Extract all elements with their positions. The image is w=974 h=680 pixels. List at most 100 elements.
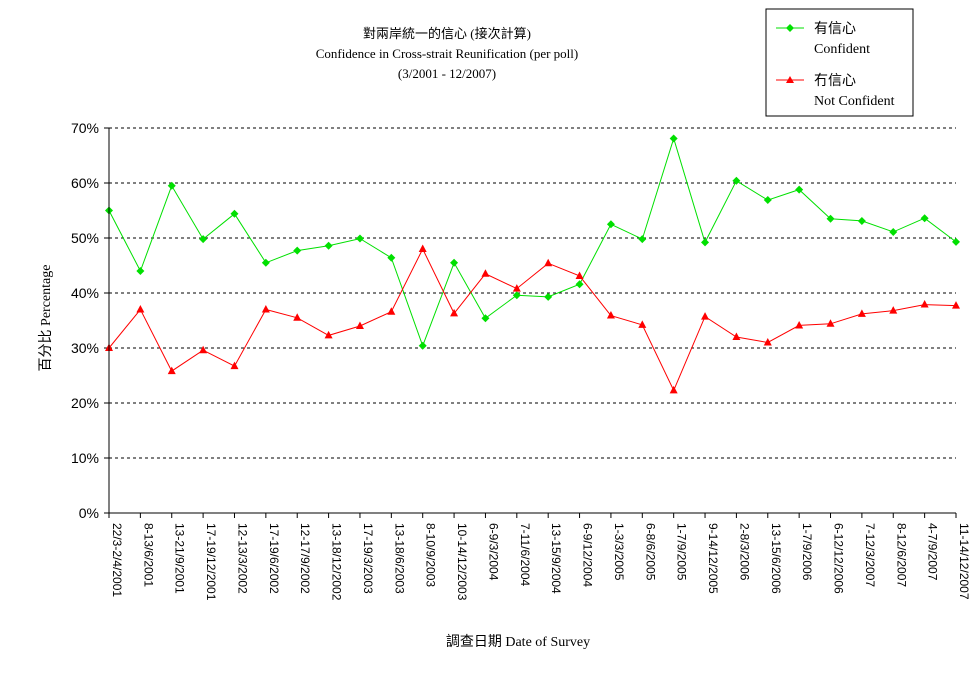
data-point	[544, 258, 553, 267]
x-tick-label: 6-8/6/2005	[643, 523, 657, 581]
legend-not-confident-label-en: Not Confident	[814, 94, 895, 109]
y-tick-label: 0%	[79, 505, 99, 521]
x-tick-label: 7-11/6/2004	[518, 523, 532, 586]
x-tick-label: 6-9/12/2004	[581, 523, 595, 587]
data-point	[199, 235, 208, 244]
x-tick-label: 8-13/6/2001	[141, 523, 155, 587]
x-tick-label: 13-18/6/2003	[392, 523, 406, 594]
data-point	[763, 196, 772, 205]
x-axis-title: 調查日期 Date of Survey	[446, 634, 590, 650]
legend-confident-marker	[786, 24, 794, 32]
data-point	[261, 305, 270, 313]
x-tick-label: 7-12/3/2007	[863, 523, 877, 587]
legend-not-confident-marker	[786, 76, 794, 83]
data-point	[920, 300, 929, 308]
data-point	[889, 227, 898, 236]
data-point	[167, 181, 176, 190]
chart-subtitle: Confidence in Cross-strait Reunification…	[316, 46, 578, 61]
data-point	[230, 209, 239, 218]
data-point	[167, 366, 176, 375]
legend-not-confident-label: 冇信心	[814, 73, 856, 89]
data-point	[512, 291, 521, 300]
x-tick-label: 2-8/3/2006	[737, 523, 751, 581]
data-point	[732, 332, 741, 340]
x-tick-label: 1-3/3/2005	[612, 523, 626, 581]
data-point	[669, 385, 678, 394]
x-tick-label: 10-14/12/2003	[455, 523, 469, 601]
series-line	[108, 136, 957, 348]
data-point	[857, 216, 866, 225]
y-axis-ticks: 0% 10% 20% 30% 40% 50% 60% 70%	[71, 120, 109, 521]
x-axis-ticks: 22/3-2/4/2001 8-13/6/2001 13-21/9/2001 17-1…	[108, 513, 971, 601]
data-point	[638, 235, 647, 244]
data-point	[952, 301, 960, 309]
x-tick-label: 8-12/6/2007	[894, 523, 908, 587]
x-tick-label: 12-13/3/2002	[235, 523, 249, 594]
data-point	[920, 214, 929, 223]
x-tick-label: 13-18/12/2002	[330, 523, 344, 601]
data-point	[575, 280, 584, 289]
data-point	[826, 319, 835, 327]
data-point	[606, 220, 615, 229]
data-point	[324, 241, 333, 250]
data-point	[355, 234, 364, 243]
y-tick-label: 10%	[71, 450, 99, 466]
series-not-confident	[105, 244, 960, 394]
data-point	[450, 258, 459, 267]
data-point	[512, 284, 521, 292]
x-tick-label: 17-19/3/2003	[361, 523, 375, 594]
data-point	[418, 341, 427, 350]
data-point	[481, 269, 490, 277]
series-layer	[105, 134, 960, 394]
data-point	[701, 238, 710, 247]
gridlines	[109, 127, 956, 459]
legend-confident-label-en: Confident	[814, 42, 870, 57]
data-point	[136, 305, 145, 313]
y-tick-label: 50%	[71, 230, 99, 246]
data-point	[795, 320, 804, 329]
x-tick-label: 8-10/9/2003	[424, 523, 438, 587]
data-point	[261, 258, 270, 267]
data-point	[544, 292, 553, 301]
data-point	[230, 361, 239, 370]
data-point	[889, 306, 898, 314]
data-point	[199, 345, 208, 354]
data-point	[136, 267, 145, 275]
x-tick-label: 11-14/12/2007	[957, 523, 971, 600]
y-tick-label: 60%	[71, 175, 99, 191]
x-tick-label: 9-14/12/2005	[706, 523, 720, 594]
series-line	[108, 247, 957, 392]
x-tick-label: 1-7/9/2006	[800, 523, 814, 581]
y-tick-label: 20%	[71, 395, 99, 411]
data-point	[293, 313, 302, 321]
data-point	[481, 314, 490, 323]
data-point	[857, 309, 866, 317]
data-point	[606, 311, 615, 319]
data-point	[293, 246, 302, 255]
data-point	[669, 134, 678, 143]
x-tick-label: 13-15/9/2004	[549, 523, 563, 594]
x-tick-label: 4-7/9/2007	[926, 523, 940, 581]
x-tick-label: 17-19/6/2002	[267, 523, 281, 594]
series-confident	[105, 134, 960, 350]
x-tick-label: 6-9/3/2004	[486, 523, 500, 581]
data-point	[387, 253, 396, 262]
y-tick-label: 40%	[71, 285, 99, 301]
data-point	[763, 338, 772, 346]
chart-title: 對兩岸統一的信心 (接次計算)	[363, 26, 531, 41]
chart-period: (3/2001 - 12/2007)	[398, 66, 496, 81]
x-tick-label: 17-19/12/2001	[204, 523, 218, 601]
x-tick-label: 13-15/6/2006	[769, 523, 783, 594]
data-point	[450, 308, 459, 317]
y-tick-label: 30%	[71, 340, 99, 356]
data-point	[324, 330, 333, 339]
data-point	[418, 244, 427, 252]
data-point	[732, 176, 741, 185]
y-tick-label: 70%	[71, 120, 99, 136]
x-tick-label: 12-17/9/2002	[298, 523, 312, 594]
x-tick-label: 13-21/9/2001	[173, 523, 187, 594]
data-point	[952, 237, 960, 246]
data-point	[575, 271, 584, 279]
x-tick-label: 6-12/12/2006	[832, 523, 846, 594]
